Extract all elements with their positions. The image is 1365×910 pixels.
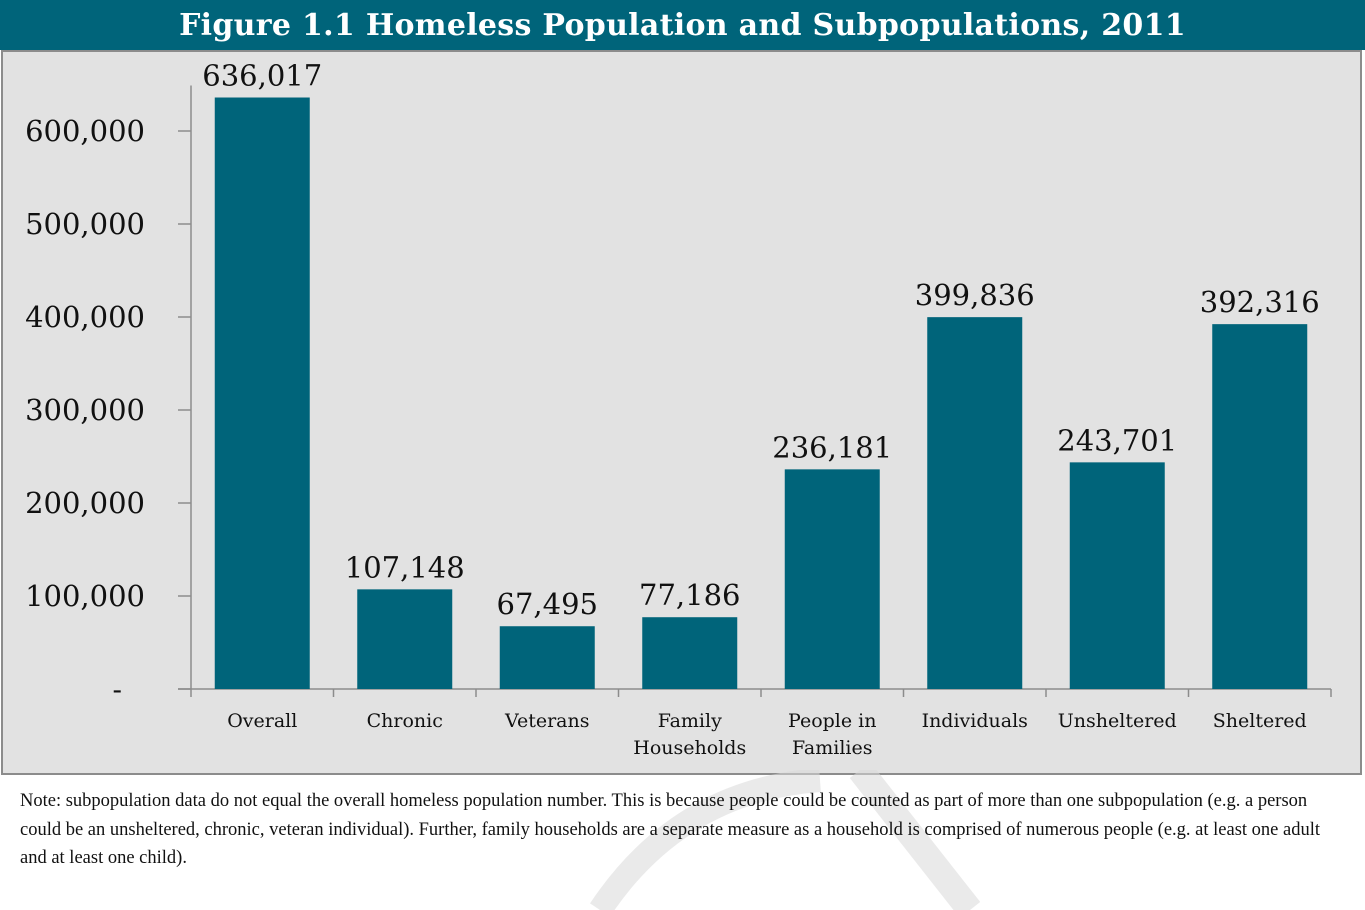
y-tick-label: 100,000 (25, 579, 145, 613)
data-label: 392,316 (1200, 285, 1320, 319)
data-labels: 636,017 107,148 67,495 77,186 236,181 399,836… (202, 59, 1319, 622)
x-tick-label: Individuals (922, 710, 1028, 732)
x-tick-label: Households (633, 737, 746, 759)
data-label: 236,181 (772, 430, 892, 464)
y-tick-label: 200,000 (25, 486, 145, 520)
title-bar: Figure 1.1 Homeless Population and Subpo… (0, 0, 1365, 50)
x-axis (178, 688, 1332, 697)
x-tick-label: Unsheltered (1058, 710, 1177, 732)
y-tick-label: 400,000 (25, 300, 145, 334)
y-tick-label: 300,000 (25, 393, 145, 427)
y-tick-label: - (113, 673, 122, 706)
data-label: 77,186 (639, 578, 740, 612)
data-label: 399,836 (915, 278, 1035, 312)
x-tick-label: People in (788, 710, 876, 732)
bar (499, 626, 595, 689)
data-label: 67,495 (497, 587, 598, 621)
y-tick-label: 600,000 (25, 114, 145, 148)
footnote: Note: subpopulation data do not equal th… (20, 791, 1321, 868)
bar (1069, 462, 1165, 689)
bar-chart: - 100,000 200,000 300,000 400,000 500,000 600,… (25, 59, 1332, 759)
data-label: 107,148 (345, 550, 465, 584)
chart-title: Figure 1.1 Homeless Population and Subpo… (179, 8, 1186, 43)
y-tick-label: 500,000 (25, 207, 145, 241)
bars (214, 97, 1308, 689)
bar (784, 469, 880, 689)
data-label: 243,701 (1057, 423, 1177, 457)
bar (927, 317, 1023, 689)
x-tick-label: Overall (227, 710, 297, 732)
x-tick-label: Sheltered (1213, 710, 1307, 732)
x-tick-label: Veterans (504, 710, 590, 732)
y-axis: - 100,000 200,000 300,000 400,000 500,000 600,… (25, 85, 192, 706)
bar (357, 589, 453, 689)
data-label: 636,017 (202, 59, 322, 93)
x-tick-label: Chronic (367, 710, 443, 732)
bar (1212, 324, 1308, 689)
bar (642, 617, 738, 689)
x-tick-label: Families (792, 737, 872, 759)
x-tick-label: Family (658, 710, 722, 732)
bar (214, 97, 310, 689)
x-tick-labels: Overall Chronic Veterans Family Households Pe… (227, 710, 1307, 759)
